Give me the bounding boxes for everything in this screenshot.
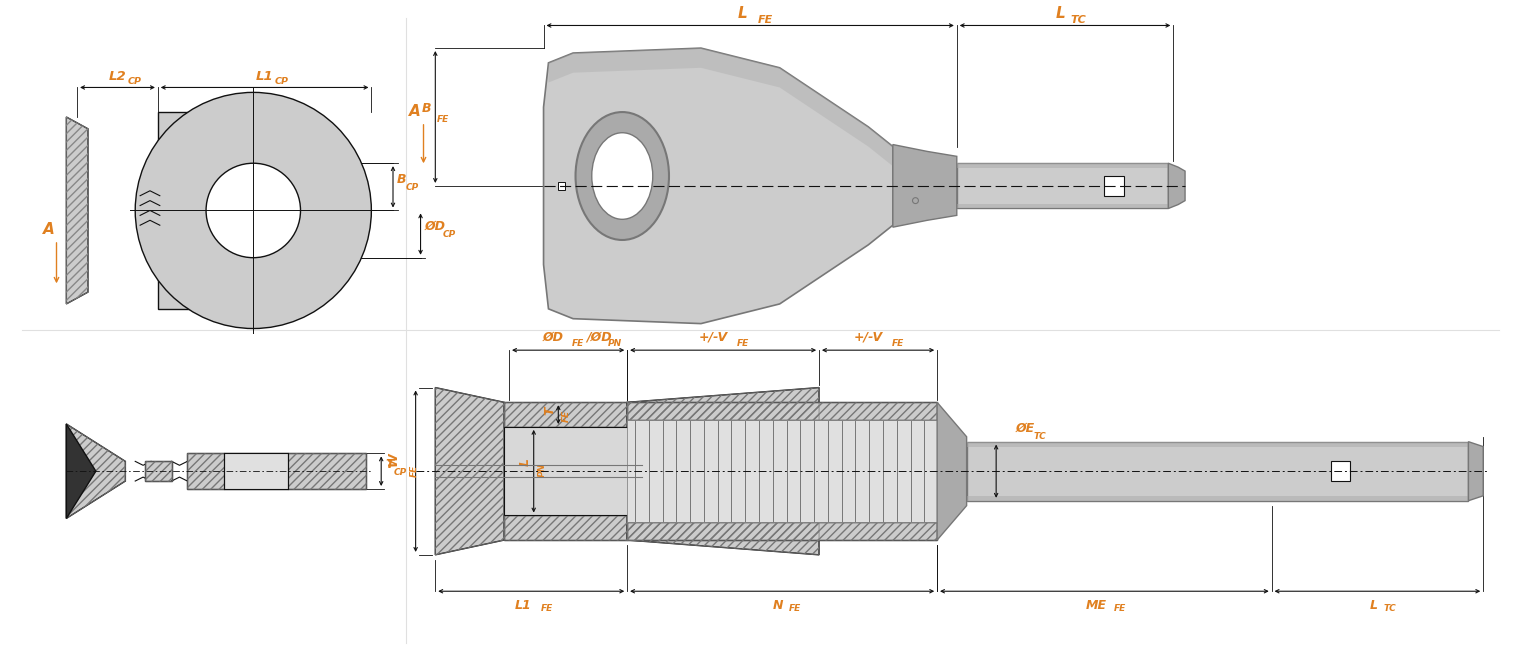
Text: A: A [409,104,420,119]
Text: CP: CP [406,183,420,192]
Text: FE: FE [891,339,903,348]
Polygon shape [187,453,367,489]
Text: PN: PN [537,463,546,477]
Text: T: T [543,406,557,415]
Polygon shape [957,163,1168,209]
Polygon shape [1468,441,1483,501]
Text: FE: FE [757,16,773,26]
Text: B: B [397,173,406,186]
Text: FE: FE [541,604,554,613]
Polygon shape [158,112,251,309]
Text: FE: FE [736,339,750,348]
Text: TC: TC [1383,604,1396,613]
Text: TC: TC [1034,432,1046,441]
Polygon shape [558,182,566,190]
Polygon shape [435,388,503,555]
Polygon shape [144,461,172,481]
Text: N: N [773,599,783,612]
Text: +/-V: +/-V [853,330,882,343]
Text: /ØD: /ØD [586,330,611,343]
Polygon shape [627,516,818,555]
Text: A: A [43,222,55,237]
Text: PN: PN [607,339,622,348]
Text: TC: TC [1071,16,1086,26]
Polygon shape [1331,461,1351,481]
Text: FE: FE [409,465,418,477]
Text: ØD: ØD [424,220,446,233]
Text: +/-V: +/-V [698,330,729,343]
Polygon shape [937,402,967,540]
Text: L1: L1 [256,70,274,83]
Polygon shape [627,420,937,522]
Polygon shape [957,203,1168,209]
Text: CP: CP [128,77,141,86]
Circle shape [205,163,301,258]
Text: B: B [421,102,432,115]
Polygon shape [67,424,125,518]
Polygon shape [503,427,637,516]
Text: L: L [1369,599,1378,612]
Polygon shape [967,441,1468,501]
Polygon shape [627,522,937,540]
Text: ØD: ØD [543,330,564,343]
Text: L: L [519,459,532,466]
Polygon shape [543,48,893,323]
Polygon shape [967,496,1468,501]
Polygon shape [67,424,96,518]
Polygon shape [957,163,1168,168]
Polygon shape [224,453,287,489]
Text: FE: FE [563,409,572,422]
Text: FE: FE [789,604,802,613]
Text: CP: CP [274,77,289,86]
Text: CP: CP [394,468,408,477]
Text: L2: L2 [108,70,126,83]
Polygon shape [627,402,937,420]
Text: CP: CP [443,230,455,239]
Text: T: T [385,459,394,471]
Polygon shape [503,402,627,427]
Text: FE: FE [1115,604,1127,613]
Text: L: L [738,5,747,20]
Circle shape [135,92,371,329]
Polygon shape [1104,176,1124,195]
Ellipse shape [592,133,653,219]
Text: W: W [386,453,400,466]
Polygon shape [893,144,957,227]
Polygon shape [1168,163,1185,209]
Text: L1: L1 [516,599,532,612]
Text: FE: FE [572,339,584,348]
Polygon shape [627,388,818,427]
Text: ØE: ØE [1016,422,1034,435]
Text: L: L [1056,5,1065,20]
Text: FE: FE [437,115,450,124]
Ellipse shape [575,112,669,240]
Polygon shape [67,117,88,304]
Polygon shape [503,516,627,540]
Polygon shape [967,441,1468,447]
Text: ME: ME [1086,599,1107,612]
Polygon shape [549,48,893,166]
